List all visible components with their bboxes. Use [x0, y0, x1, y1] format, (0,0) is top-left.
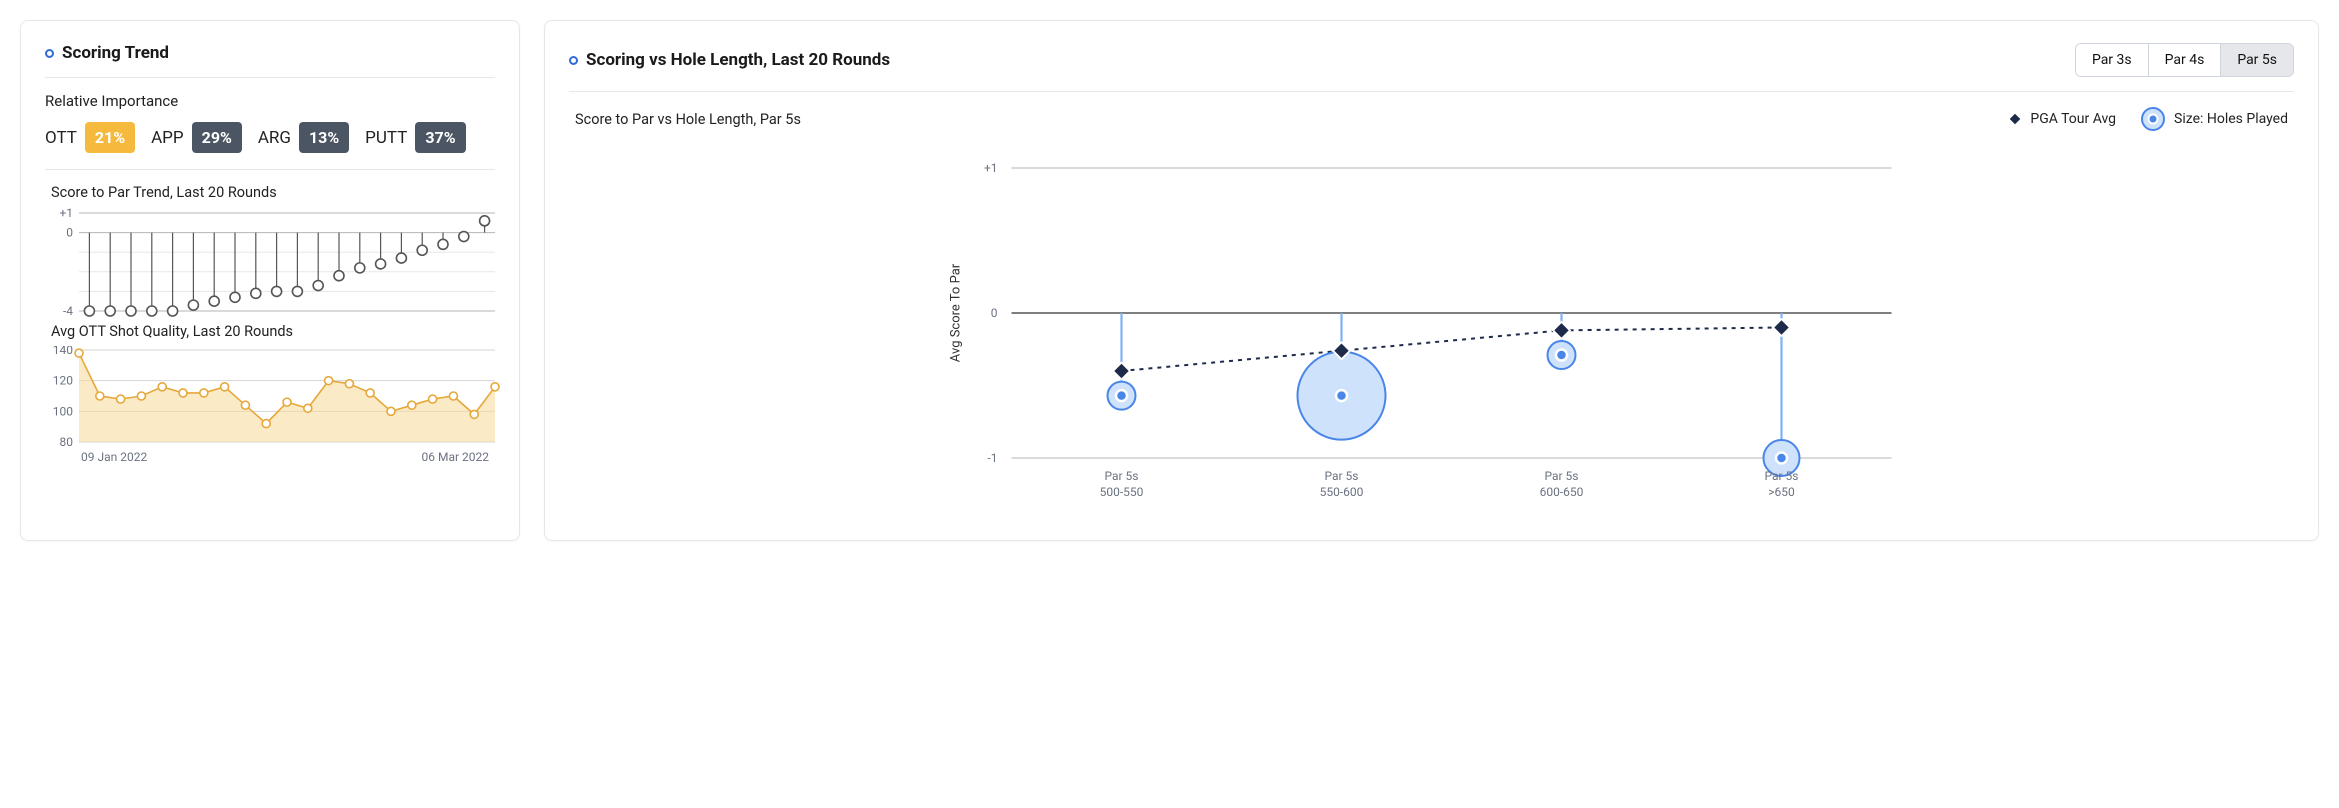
- importance-badge[interactable]: 13%: [299, 122, 349, 153]
- legend-pga-label: PGA Tour Avg: [2030, 111, 2116, 127]
- scoring-vs-length-card: Scoring vs Hole Length, Last 20 Rounds P…: [544, 20, 2319, 541]
- tab-par-5s[interactable]: Par 5s: [2221, 44, 2293, 76]
- scoring-trend-card: Scoring Trend Relative Importance OTT 21%…: [20, 20, 520, 541]
- svg-text:Par 5s: Par 5s: [1764, 469, 1798, 483]
- importance-label: PUTT: [365, 128, 407, 148]
- legend-pga: PGA Tour Avg: [2008, 111, 2116, 127]
- svg-text:550-600: 550-600: [1320, 485, 1364, 499]
- score-trend-title: Score to Par Trend, Last 20 Rounds: [51, 184, 495, 201]
- legend-size: Size: Holes Played: [2140, 106, 2288, 132]
- legend-size-label: Size: Holes Played: [2174, 111, 2288, 127]
- svg-text:Par 5s: Par 5s: [1324, 469, 1358, 483]
- svg-text:>650: >650: [1768, 485, 1795, 499]
- importance-badge[interactable]: 21%: [85, 122, 135, 153]
- hole-length-chart: +1 0 -1 Avg Score To Par Par 5s 500-550 Par 5s…: [569, 138, 2294, 518]
- xaxis-start-label: 09 Jan 2022: [81, 450, 147, 464]
- card-header: Scoring vs Hole Length, Last 20 Rounds P…: [569, 43, 2294, 92]
- card-header: Scoring Trend: [45, 43, 495, 78]
- bubble-icon: [2140, 106, 2166, 132]
- chart-subtitle: Score to Par vs Hole Length, Par 5s: [575, 111, 801, 128]
- importance-label: OTT: [45, 128, 77, 148]
- importance-badge[interactable]: 29%: [192, 122, 242, 153]
- svg-text:Par 5s: Par 5s: [1544, 469, 1578, 483]
- ott-xaxis-labels: 09 Jan 2022 06 Mar 2022: [45, 446, 495, 464]
- diamond-icon: [2008, 112, 2022, 126]
- score-trend-chart: +1 0 -4: [45, 207, 505, 317]
- tab-par-3s[interactable]: Par 3s: [2076, 44, 2149, 76]
- svg-text:Avg Score To Par: Avg Score To Par: [949, 263, 964, 362]
- svg-text:-4: -4: [63, 304, 73, 317]
- ott-quality-title: Avg OTT Shot Quality, Last 20 Rounds: [51, 323, 495, 340]
- title-dot-icon: [45, 49, 54, 58]
- chart-legend: PGA Tour Avg Size: Holes Played: [2008, 106, 2288, 132]
- xaxis-end-label: 06 Mar 2022: [422, 450, 490, 464]
- svg-text:140: 140: [53, 346, 73, 357]
- card-title: Scoring Trend: [45, 43, 169, 63]
- svg-text:-1: -1: [987, 451, 997, 465]
- card-title-text: Scoring Trend: [62, 43, 169, 63]
- importance-badge[interactable]: 37%: [415, 122, 465, 153]
- subtitle-legend-row: Score to Par vs Hole Length, Par 5s PGA …: [575, 106, 2288, 132]
- importance-header: Relative Importance: [45, 92, 495, 110]
- importance-label: ARG: [258, 128, 291, 148]
- svg-text:+1: +1: [984, 161, 998, 175]
- tab-par-4s[interactable]: Par 4s: [2149, 44, 2222, 76]
- svg-text:+1: +1: [59, 207, 73, 220]
- svg-text:0: 0: [66, 226, 73, 240]
- importance-row: OTT 21% APP 29% ARG 13% PUTT 37%: [45, 122, 495, 170]
- title-dot-icon: [569, 56, 578, 65]
- svg-text:100: 100: [53, 404, 73, 418]
- svg-text:120: 120: [53, 374, 73, 388]
- ott-quality-chart: 140 120 100 80: [45, 346, 505, 446]
- par-tab-group: Par 3sPar 4sPar 5s: [2075, 43, 2294, 77]
- importance-item: APP 29%: [151, 122, 242, 153]
- importance-label: APP: [151, 128, 184, 148]
- importance-item: PUTT 37%: [365, 122, 465, 153]
- card-title: Scoring vs Hole Length, Last 20 Rounds: [569, 50, 890, 70]
- svg-text:500-550: 500-550: [1100, 485, 1144, 499]
- svg-text:Par 5s: Par 5s: [1104, 469, 1138, 483]
- card-title-text: Scoring vs Hole Length, Last 20 Rounds: [586, 50, 890, 70]
- svg-text:600-650: 600-650: [1540, 485, 1584, 499]
- importance-item: ARG 13%: [258, 122, 349, 153]
- svg-text:0: 0: [991, 306, 998, 320]
- importance-item: OTT 21%: [45, 122, 135, 153]
- svg-text:80: 80: [60, 435, 74, 446]
